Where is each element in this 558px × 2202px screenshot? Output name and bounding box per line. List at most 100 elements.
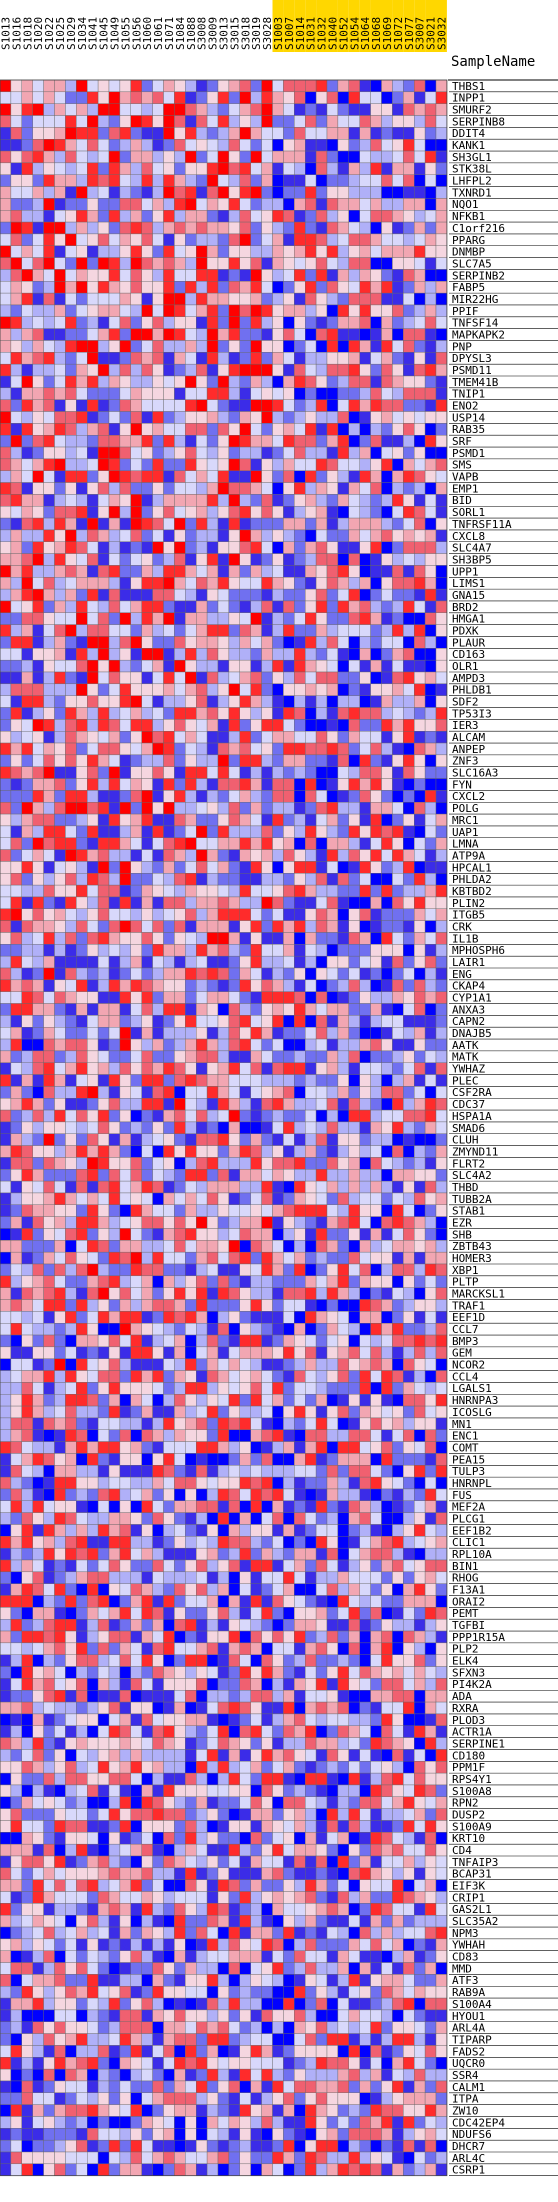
heatmap-cell (283, 577, 294, 589)
heatmap-cell (349, 826, 360, 838)
heatmap-cell (185, 1465, 196, 1477)
heatmap-cell (207, 636, 218, 648)
heatmap-cell (142, 980, 153, 992)
heatmap-cell (76, 518, 87, 530)
heatmap-cell (262, 636, 273, 648)
heatmap-cell (142, 1098, 153, 1110)
heatmap-cell (174, 364, 185, 376)
heatmap-cell (98, 198, 109, 210)
heatmap-cell (196, 151, 207, 163)
heatmap-cell (164, 1098, 175, 1110)
heatmap-cell (11, 1465, 22, 1477)
heatmap-cell (153, 1205, 164, 1217)
heatmap-cell (392, 1300, 403, 1312)
heatmap-cell (44, 565, 55, 577)
heatmap-cell (185, 92, 196, 104)
heatmap-cell (240, 1027, 251, 1039)
heatmap-cell (164, 494, 175, 506)
heatmap-cell (11, 305, 22, 317)
heatmap-cell (262, 992, 273, 1004)
heatmap-cell (142, 92, 153, 104)
heatmap-cell (251, 412, 262, 424)
heatmap-cell (273, 1122, 284, 1134)
heatmap-cell (164, 601, 175, 613)
heatmap-cell (382, 731, 393, 743)
heatmap-cell (153, 1122, 164, 1134)
heatmap-cell (174, 175, 185, 187)
heatmap-cell (0, 151, 11, 163)
heatmap-cell (131, 1169, 142, 1181)
heatmap-cell (425, 932, 436, 944)
heatmap-cell (360, 861, 371, 873)
heatmap-cell (164, 1311, 175, 1323)
heatmap-cell (392, 897, 403, 909)
heatmap-cell (403, 731, 414, 743)
heatmap-cell (153, 1382, 164, 1394)
heatmap-cell (11, 471, 22, 483)
heatmap-cell (55, 861, 66, 873)
heatmap-cell (414, 187, 425, 199)
heatmap-cell (109, 873, 120, 885)
heatmap-cell (120, 921, 131, 933)
heatmap-cell (229, 104, 240, 116)
heatmap-cell (436, 269, 447, 281)
heatmap-cell (22, 329, 33, 341)
heatmap-cell (414, 317, 425, 329)
heatmap-cell (76, 447, 87, 459)
heatmap-cell (316, 139, 327, 151)
heatmap-cell (240, 400, 251, 412)
heatmap-cell (305, 483, 316, 495)
heatmap-cell (44, 198, 55, 210)
heatmap-cell (436, 222, 447, 234)
heatmap-cell (131, 554, 142, 566)
heatmap-cell (425, 565, 436, 577)
heatmap-cell (436, 447, 447, 459)
heatmap-cell (316, 1347, 327, 1359)
heatmap-cell (174, 151, 185, 163)
heatmap-cell (174, 305, 185, 317)
heatmap-cell (98, 1039, 109, 1051)
heatmap-cell (283, 175, 294, 187)
heatmap-cell (316, 1465, 327, 1477)
heatmap-cell (196, 483, 207, 495)
heatmap-cell (22, 1394, 33, 1406)
heatmap-cell (436, 601, 447, 613)
heatmap-cell (218, 802, 229, 814)
heatmap-cell (207, 814, 218, 826)
heatmap-cell (436, 636, 447, 648)
heatmap-cell (185, 708, 196, 720)
heatmap-cell (283, 944, 294, 956)
heatmap-cell (109, 802, 120, 814)
heatmap-cell (164, 885, 175, 897)
heatmap-cell (414, 542, 425, 554)
heatmap-cell (44, 435, 55, 447)
heatmap-cell (251, 340, 262, 352)
heatmap-cell (11, 376, 22, 388)
heatmap-cell (262, 660, 273, 672)
heatmap-cell (338, 210, 349, 222)
heatmap-cell (316, 932, 327, 944)
heatmap-cell (33, 577, 44, 589)
heatmap-cell (87, 850, 98, 862)
heatmap-cell (436, 944, 447, 956)
heatmap-cell (55, 1406, 66, 1418)
heatmap-cell (349, 719, 360, 731)
heatmap-cell (218, 1453, 229, 1465)
heatmap-cell (403, 660, 414, 672)
heatmap-cell (153, 1465, 164, 1477)
heatmap-cell (196, 210, 207, 222)
heatmap-cell (371, 1004, 382, 1016)
heatmap-cell (65, 613, 76, 625)
heatmap-cell (44, 944, 55, 956)
heatmap-cell (185, 1430, 196, 1442)
heatmap-cell (196, 471, 207, 483)
heatmap-cell (87, 1276, 98, 1288)
heatmap-cell (0, 1193, 11, 1205)
heatmap-cell (65, 1394, 76, 1406)
heatmap-cell (294, 127, 305, 139)
heatmap-cell (76, 317, 87, 329)
heatmap-cell (403, 329, 414, 341)
heatmap-cell (262, 1371, 273, 1383)
heatmap-cell (414, 1264, 425, 1276)
heatmap-cell (349, 494, 360, 506)
